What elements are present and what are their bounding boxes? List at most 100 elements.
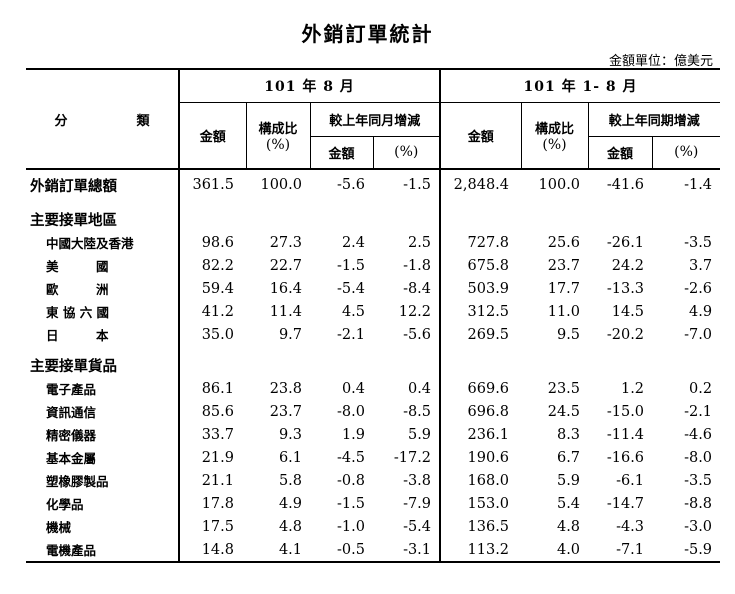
cell-value: -5.4 <box>403 518 432 535</box>
cell-value: -0.5 <box>310 538 373 563</box>
cell-value: 361.5 <box>178 169 246 200</box>
cell-value: -8.4 <box>403 280 432 297</box>
cell-value: 14.8 <box>178 538 246 563</box>
cell-value: -6.1 <box>616 472 645 489</box>
cell-value: 5.9 <box>407 426 432 443</box>
cell-value: -3.1 <box>373 538 441 563</box>
table-row: 精密儀器 33.7 9.3 1.9 5.9 236.1 8.3 -11.4 -4.6 <box>26 423 720 446</box>
cell-value: -8.5 <box>403 403 432 420</box>
row-label: 中國大陸及香港 <box>46 236 134 251</box>
month-yoy-header: 較上年同月增減 <box>309 101 441 136</box>
export-orders-table: 分 類 101 年 8 月 101 年 1- 8 月 金額 構成比 (%) 較上年… <box>26 68 721 563</box>
row-label: 東 協 六 國 <box>46 305 110 320</box>
cell-value <box>588 354 652 377</box>
cell-value: -1.5 <box>403 177 432 193</box>
table-row: 日 本 35.0 9.7 -2.1 -5.6 269.5 9.5 -20.2 -7.0 <box>26 323 720 346</box>
cell-value: 14.5 <box>611 303 645 320</box>
cell-value: -4.5 <box>337 449 365 466</box>
table-row: 機械 17.5 4.8 -1.0 -5.4 136.5 4.8 -4.3 -3.0 <box>26 515 720 538</box>
row-label: 基本金屬 <box>46 451 97 466</box>
row-label: 塑橡膠製品 <box>46 474 109 489</box>
row-label: 機械 <box>46 520 72 535</box>
cell-value: -15.0 <box>606 403 645 420</box>
cell-value: -3.0 <box>684 518 713 535</box>
cell-value: 23.7 <box>547 257 581 274</box>
table-row: 美 國 82.2 22.7 -1.5 -1.8 675.8 23.7 24.2 3.7 <box>26 254 720 277</box>
cell-value <box>373 208 440 231</box>
cell-value <box>246 354 310 377</box>
cell-value: 8.3 <box>556 426 581 443</box>
cell-value: 4.8 <box>278 518 302 535</box>
cell-value <box>439 208 522 231</box>
cell-value: 11.4 <box>269 303 302 320</box>
row-label: 美 國 <box>46 259 109 274</box>
cell-value: 503.9 <box>439 277 522 300</box>
cell-value: 190.6 <box>439 446 522 469</box>
cell-value: -3.8 <box>403 472 432 489</box>
cell-value: 2,848.4 <box>439 169 522 200</box>
cell-value: 82.2 <box>178 254 246 277</box>
cell-value: 136.5 <box>439 515 522 538</box>
cell-value <box>521 208 588 231</box>
cell-value: -2.1 <box>684 403 713 420</box>
cell-value: -5.9 <box>652 538 721 563</box>
cell-value: -3.5 <box>684 472 713 489</box>
cell-value: 25.6 <box>547 234 581 251</box>
cell-value: -5.6 <box>403 326 432 343</box>
cell-value: 0.4 <box>341 380 365 397</box>
month-change-pct-header: (%) <box>372 135 441 170</box>
cell-value: -8.8 <box>684 495 713 512</box>
cell-value: -8.0 <box>684 449 713 466</box>
cell-value: -8.0 <box>337 403 365 420</box>
row-label: 化學品 <box>46 497 84 512</box>
cell-value: 312.5 <box>439 300 522 323</box>
table-row: 電子產品 86.1 23.8 0.4 0.4 669.6 23.5 1.2 0.2 <box>26 377 720 400</box>
cell-value: 24.2 <box>611 257 645 274</box>
cell-value: 24.5 <box>547 403 581 420</box>
table-body: 外銷訂單總額 361.5 100.0 -5.6 -1.5 2,848.4 100.0 -41.… <box>26 169 721 563</box>
cell-value: 4.0 <box>521 538 589 563</box>
cell-value: 168.0 <box>439 469 522 492</box>
cell-value: 4.8 <box>556 518 581 535</box>
cell-value: -4.3 <box>616 518 645 535</box>
cell-value: 4.9 <box>688 303 713 320</box>
cell-value: 675.8 <box>439 254 522 277</box>
period-month-header: 101 年 8 月 <box>177 68 441 102</box>
cell-value: -1.8 <box>403 257 432 274</box>
cell-value: 12.2 <box>398 303 432 320</box>
cell-value: -14.7 <box>606 495 645 512</box>
cell-value: 236.1 <box>439 423 522 446</box>
table-row: 中國大陸及香港 98.6 27.3 2.4 2.5 727.8 25.6 -26.1 -3.5 <box>26 231 720 254</box>
cell-value: -5.4 <box>337 280 365 297</box>
cell-value <box>310 354 373 377</box>
cell-value: 4.1 <box>246 538 310 563</box>
cell-value: -1.5 <box>337 495 365 512</box>
total-row: 外銷訂單總額 361.5 100.0 -5.6 -1.5 2,848.4 100.0 -41.… <box>26 169 720 200</box>
row-label: 電機產品 <box>26 538 179 563</box>
cell-value: -13.3 <box>606 280 645 297</box>
cell-value: 5.9 <box>556 472 581 489</box>
cell-value: 0.2 <box>688 380 713 397</box>
cell-value: -7.1 <box>588 538 653 563</box>
cell-value: 85.6 <box>178 400 246 423</box>
table-row: 塑橡膠製品 21.1 5.8 -0.8 -3.8 168.0 5.9 -6.1 -3.5 <box>26 469 720 492</box>
cell-value: 21.1 <box>178 469 246 492</box>
cell-value: -17.2 <box>393 449 432 466</box>
row-label: 主要接單貨品 <box>30 359 117 375</box>
cell-value: 27.3 <box>269 234 302 251</box>
table-row: 化學品 17.8 4.9 -1.5 -7.9 153.0 5.4 -14.7 -8.8 <box>26 492 720 515</box>
cell-value <box>588 208 652 231</box>
cell-value: -2.6 <box>684 280 713 297</box>
cell-value: 22.7 <box>269 257 302 274</box>
ytd-share-header: 構成比 (%) <box>520 101 589 170</box>
cell-value: 669.6 <box>439 377 522 400</box>
cell-value: 2.5 <box>407 234 432 251</box>
cell-value: 0.4 <box>407 380 432 397</box>
cell-value: 17.5 <box>178 515 246 538</box>
cell-value: 98.6 <box>178 231 246 254</box>
cell-value: -7.9 <box>403 495 432 512</box>
ytd-change-amount-header: 金額 <box>587 135 653 170</box>
cell-value: 100.0 <box>260 177 302 193</box>
row-label: 主要接單地區 <box>30 213 117 229</box>
cell-value: -1.0 <box>337 518 365 535</box>
